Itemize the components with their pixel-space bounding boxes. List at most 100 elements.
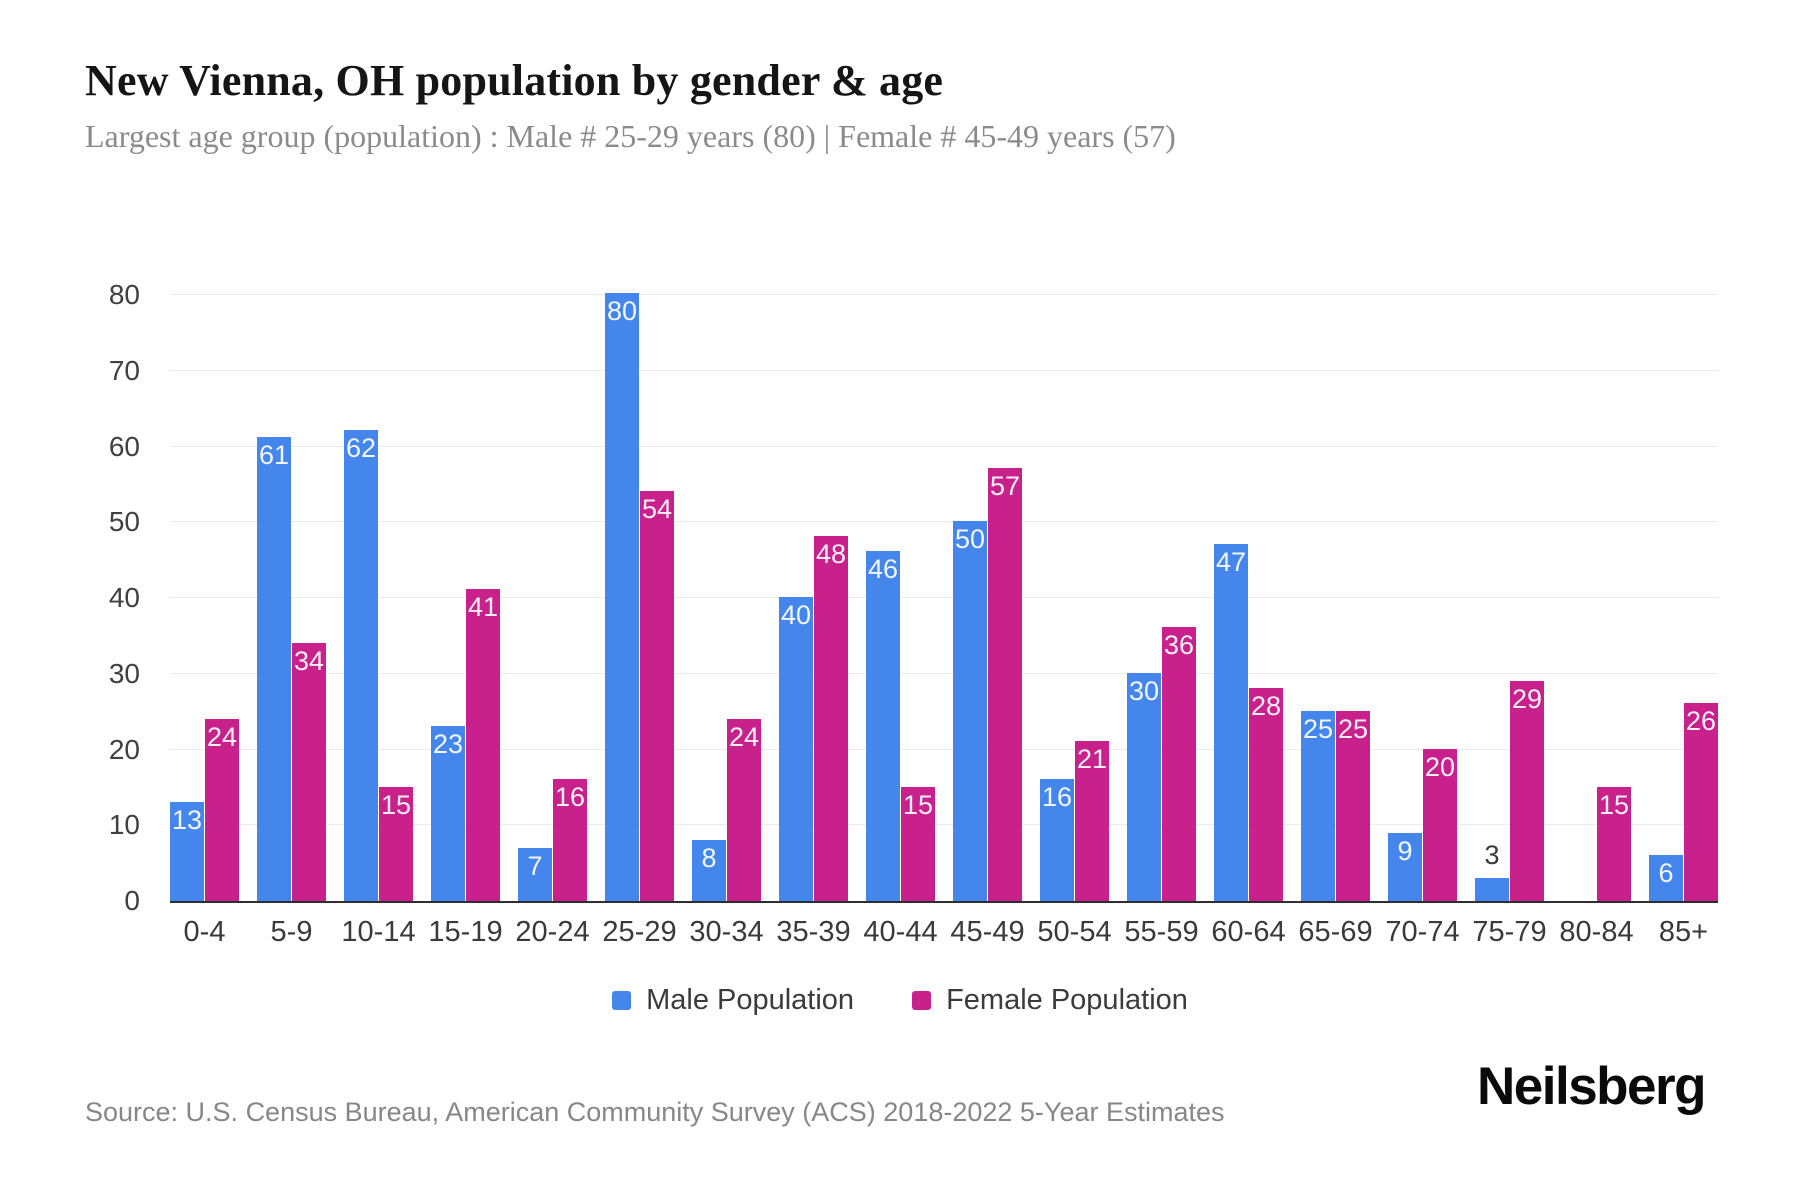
x-tick-label-65-69: 65-69 [1298,916,1373,948]
bar-group-0-4: 13 24 [170,295,239,901]
bar-value-female-15-19: 41 [467,592,499,623]
bar-group-75-79: 3 29 [1475,295,1544,901]
bar-female-55-59[interactable]: 36 [1162,627,1196,901]
x-tick-label-45-49: 45-49 [950,916,1025,948]
bar-value-female-50-54: 21 [1076,744,1108,775]
bar-male-30-34[interactable]: 8 [692,840,726,901]
bar-female-75-79[interactable]: 29 [1510,680,1544,901]
bar-male-45-49[interactable]: 50 [953,521,987,901]
bar-value-female-45-49: 57 [989,470,1021,501]
bar-value-female-55-59: 36 [1163,630,1195,661]
bar-female-40-44[interactable]: 15 [901,787,935,901]
y-tick-label-20: 20 [108,733,140,765]
gridline-y-40 [170,597,1718,598]
bar-male-55-59[interactable]: 30 [1127,673,1161,901]
bar-value-male-45-49: 50 [954,524,986,554]
bar-group-70-74: 9 20 [1388,295,1457,901]
legend-item-male[interactable]: Male Population [612,984,854,1017]
bar-value-female-0-4: 24 [206,721,238,752]
page-title: New Vienna, OH population by gender & ag… [85,56,944,105]
x-tick-label-60-64: 60-64 [1211,916,1286,948]
bar-value-male-65-69: 25 [1302,714,1334,744]
bar-group-35-39: 40 48 [779,295,848,901]
bar-male-0-4[interactable]: 13 [170,802,204,901]
x-tick-label-40-44: 40-44 [863,916,938,948]
bar-female-30-34[interactable]: 24 [727,718,761,901]
y-tick-label-30: 30 [108,657,140,689]
bar-value-male-15-19: 23 [432,729,464,760]
x-tick-label-50-54: 50-54 [1037,916,1112,948]
bar-male-5-9[interactable]: 61 [257,437,291,901]
bar-female-5-9[interactable]: 34 [292,642,326,901]
bar-female-0-4[interactable]: 24 [205,718,239,901]
bar-value-male-60-64: 47 [1215,546,1247,577]
chart-legend: Male Population Female Population [0,984,1800,1017]
bar-value-male-25-29: 80 [606,296,638,326]
gridline-y-10 [170,824,1718,826]
legend-label: Male Population [646,984,855,1016]
bar-female-20-24[interactable]: 16 [553,779,587,901]
plot-area: 0 10 20 30 40 50 60 70 80 13 24 61 34 62 15 23 41 7 16 80 54… [109,281,1718,915]
x-tick-label-55-59: 55-59 [1124,916,1199,948]
gridline-y-70 [170,369,1718,371]
x-tick-label-25-29: 25-29 [602,916,677,948]
gridline-y-60 [170,445,1718,447]
legend-label: Female Population [946,984,1188,1016]
bar-male-85+[interactable]: 6 [1649,855,1683,901]
bar-female-25-29[interactable]: 54 [640,490,674,901]
x-tick-label-85+: 85+ [1658,916,1709,948]
bar-male-60-64[interactable]: 47 [1214,543,1248,901]
bar-female-70-74[interactable]: 20 [1423,749,1457,901]
bar-female-45-49[interactable]: 57 [988,467,1022,901]
legend-swatch-icon [912,991,932,1010]
bar-value-male-30-34: 8 [701,843,717,874]
bar-female-85+[interactable]: 26 [1684,703,1718,901]
bar-male-65-69[interactable]: 25 [1301,711,1335,901]
bar-value-female-80-84: 15 [1598,790,1630,820]
bar-group-85+: 6 26 [1649,295,1718,901]
bar-group-40-44: 46 15 [866,295,935,901]
bar-group-55-59: 30 36 [1127,295,1196,901]
bar-group-60-64: 47 28 [1214,295,1283,901]
x-tick-label-30-34: 30-34 [689,916,764,948]
x-tick-label-10-14: 10-14 [341,916,416,948]
bar-group-80-84: 15 [1562,295,1631,901]
bar-group-65-69: 25 25 [1301,295,1370,901]
bar-male-35-39[interactable]: 40 [779,597,813,901]
bar-female-50-54[interactable]: 21 [1075,741,1109,901]
x-tick-label-15-19: 15-19 [428,916,503,948]
x-tick-label-20-24: 20-24 [515,916,590,948]
bar-value-male-40-44: 46 [867,554,899,585]
bar-male-20-24[interactable]: 7 [518,847,552,901]
y-tick-label-80: 80 [108,279,140,310]
bar-female-80-84[interactable]: 15 [1597,787,1631,901]
bar-male-10-14[interactable]: 62 [344,429,378,901]
bar-group-10-14: 62 15 [344,295,413,901]
x-tick-label-80-84: 80-84 [1559,916,1634,948]
bar-value-female-35-39: 48 [815,539,847,570]
bar-value-female-30-34: 24 [728,721,760,752]
bar-group-25-29: 80 54 [605,293,674,901]
bar-value-female-25-29: 54 [641,493,673,524]
bar-group-30-34: 8 24 [692,295,761,901]
bar-value-female-85+: 26 [1685,706,1717,737]
bar-female-35-39[interactable]: 48 [814,536,848,901]
x-axis: 0-4 5-9 10-14 15-19 20-24 25-29 30-34 35-39 40-4… [170,916,1718,949]
bar-female-65-69[interactable]: 25 [1336,711,1370,901]
bar-male-70-74[interactable]: 9 [1388,832,1422,901]
bar-value-male-75-79: 3 [1484,840,1500,871]
gridline-y-20 [170,748,1718,750]
bar-female-15-19[interactable]: 41 [466,589,500,901]
bar-female-60-64[interactable]: 28 [1249,688,1283,901]
bar-value-male-5-9: 61 [258,440,290,471]
bar-male-50-54[interactable]: 16 [1040,779,1074,901]
bar-male-75-79[interactable]: 3 [1475,842,1509,901]
bar-value-female-20-24: 16 [554,782,586,813]
bar-male-40-44[interactable]: 46 [866,551,900,901]
bar-male-15-19[interactable]: 23 [431,726,465,901]
bar-female-10-14[interactable]: 15 [379,787,413,901]
y-tick-label-0: 0 [124,885,140,916]
legend-item-female[interactable]: Female Population [912,984,1188,1017]
y-tick-label-50: 50 [108,506,140,538]
bar-male-25-29[interactable]: 80 [605,293,639,901]
